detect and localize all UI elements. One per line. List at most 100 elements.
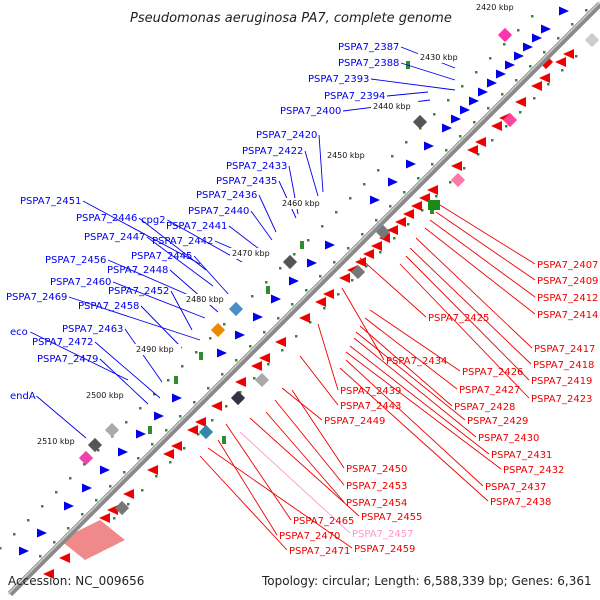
reverse-leader-line	[359, 325, 453, 407]
forward-gene-label[interactable]: PSPA7_2420	[256, 130, 317, 141]
forward-gene-label[interactable]: PSPA7_2435	[216, 176, 277, 187]
forward-gene-label[interactable]: PSPA7_2400	[280, 106, 341, 117]
forward-gene-label[interactable]: eco	[10, 327, 28, 338]
forward-gene-label[interactable]: PSPA7_2447	[84, 232, 145, 243]
tick-mark	[199, 352, 203, 360]
tick-dot	[221, 373, 224, 376]
forward-gene-label[interactable]: PSPA7_2448	[107, 265, 168, 276]
reverse-gene-label[interactable]: PSPA7_2423	[531, 394, 592, 405]
reverse-gene-label[interactable]: PSPA7_2428	[454, 402, 515, 413]
reverse-gene-label[interactable]: PSPA7_2432	[503, 465, 564, 476]
forward-gene-arrow	[325, 240, 335, 250]
misc-feature	[502, 112, 518, 128]
forward-gene-label[interactable]: PSPA7_2441	[166, 221, 227, 232]
reverse-gene-label[interactable]: PSPA7_2438	[490, 497, 551, 508]
forward-gene-arrow	[271, 294, 281, 304]
forward-gene-label[interactable]: PSPA7_2472	[32, 337, 93, 348]
reverse-gene-label[interactable]: PSPA7_2470	[279, 531, 340, 542]
tick-dot	[431, 163, 434, 166]
forward-gene-label[interactable]: PSPA7_2452	[108, 286, 169, 297]
forward-gene-label[interactable]: PSPA7_2387	[338, 42, 399, 53]
reverse-gene-label[interactable]: PSPA7_2471	[289, 546, 350, 557]
reverse-leader-line	[439, 204, 536, 265]
forward-gene-arrow	[496, 69, 506, 79]
forward-gene-label[interactable]: PSPA7_2456	[45, 255, 106, 266]
forward-leader-line	[36, 395, 87, 439]
forward-gene-label[interactable]: PSPA7_2394	[324, 91, 385, 102]
reverse-gene-label[interactable]: PSPA7_2450	[346, 464, 407, 475]
tick-dot	[141, 489, 144, 492]
kbp-label-bg	[474, 2, 522, 13]
forward-gene-label[interactable]: PSPA7_2479	[37, 354, 98, 365]
kbp-label-bg	[134, 344, 182, 355]
forward-gene-label[interactable]: PSPA7_2422	[242, 146, 303, 157]
forward-gene-arrow	[388, 177, 398, 187]
reverse-gene-label[interactable]: PSPA7_2419	[531, 376, 592, 387]
tick-dot	[517, 29, 520, 32]
forward-gene-label[interactable]: PSPA7_2393	[308, 74, 369, 85]
reverse-gene-label[interactable]: PSPA7_2459	[354, 544, 415, 555]
tick-dot	[575, 55, 578, 58]
reverse-gene-arrow	[515, 97, 526, 107]
reverse-gene-label[interactable]: PSPA7_2457	[352, 529, 413, 540]
kbp-label-bg	[280, 198, 328, 209]
reverse-gene-label[interactable]: PSPA7_2434	[386, 356, 447, 367]
reverse-gene-label[interactable]: PSPA7_2414	[537, 310, 598, 321]
forward-gene-label[interactable]: PSPA7_2442	[152, 236, 213, 247]
misc-feature	[210, 322, 226, 338]
reverse-gene-label[interactable]: PSPA7_2449	[324, 416, 385, 427]
forward-gene-label[interactable]: PSPA7_2436	[196, 190, 257, 201]
reverse-gene-label[interactable]: PSPA7_2443	[340, 401, 401, 412]
reverse-gene-label[interactable]: PSPA7_2426	[462, 367, 523, 378]
tick-dot	[417, 177, 420, 180]
reverse-gene-label[interactable]: PSPA7_2407	[537, 260, 598, 271]
reverse-gene-arrow	[403, 209, 414, 219]
misc-feature	[282, 254, 298, 270]
reverse-gene-label[interactable]: PSPA7_2427	[459, 385, 520, 396]
reverse-gene-label[interactable]: PSPA7_2437	[485, 482, 546, 493]
reverse-gene-arrow	[43, 569, 54, 579]
forward-gene-label[interactable]: PSPA7_2460	[50, 277, 111, 288]
forward-gene-label[interactable]: PSPA7_2433	[226, 161, 287, 172]
reverse-gene-label[interactable]: PSPA7_2412	[537, 293, 598, 304]
misc-feature	[114, 500, 130, 516]
forward-gene-label[interactable]: PSPA7_2446	[76, 213, 137, 224]
forward-gene-label[interactable]: PSPA7_2458	[78, 301, 139, 312]
forward-gene-label[interactable]: PSPA7_2451	[20, 196, 81, 207]
reverse-gene-label[interactable]: PSPA7_2430	[478, 433, 539, 444]
reverse-gene-label[interactable]: PSPA7_2409	[537, 276, 598, 287]
reverse-gene-arrow	[59, 553, 70, 563]
tick-dot	[95, 499, 98, 502]
reverse-gene-label[interactable]: PSPA7_2418	[533, 360, 594, 371]
reverse-leader-line	[339, 367, 489, 502]
forward-gene-label[interactable]: cpg2	[141, 215, 166, 226]
reverse-gene-arrow	[411, 201, 422, 211]
forward-gene-arrow	[514, 51, 524, 61]
tick-dot	[197, 433, 200, 436]
reverse-gene-label[interactable]: PSPA7_2465	[293, 516, 354, 527]
reverse-gene-label[interactable]: PSPA7_2417	[534, 344, 595, 355]
forward-gene-label[interactable]: PSPA7_2388	[338, 58, 399, 69]
reverse-gene-label[interactable]: PSPA7_2454	[346, 498, 407, 509]
forward-gene-label[interactable]: PSPA7_2440	[188, 206, 249, 217]
tick-dot	[265, 281, 268, 284]
forward-leader-line	[107, 259, 201, 301]
forward-gene-label[interactable]: endA	[10, 391, 36, 402]
forward-gene-label[interactable]: PSPA7_2445	[131, 251, 192, 262]
reverse-gene-label[interactable]: PSPA7_2431	[491, 450, 552, 461]
reverse-gene-label[interactable]: PSPA7_2425	[428, 313, 489, 324]
tick-dot	[165, 429, 168, 432]
reverse-gene-label[interactable]: PSPA7_2429	[467, 416, 528, 427]
forward-gene-label[interactable]: PSPA7_2463	[62, 324, 123, 335]
tick-dot	[27, 519, 30, 522]
forward-leader-line	[68, 296, 201, 341]
reverse-leader-line	[291, 389, 345, 469]
reverse-leader-line	[207, 447, 353, 549]
tick-dot	[305, 289, 308, 292]
forward-gene-label[interactable]: PSPA7_2469	[6, 292, 67, 303]
reverse-leader-line	[424, 227, 536, 315]
reverse-gene-label[interactable]: PSPA7_2439	[340, 386, 401, 397]
reverse-gene-label[interactable]: PSPA7_2453	[346, 481, 407, 492]
forward-gene-arrow	[37, 528, 47, 538]
reverse-gene-label[interactable]: PSPA7_2455	[361, 512, 422, 523]
